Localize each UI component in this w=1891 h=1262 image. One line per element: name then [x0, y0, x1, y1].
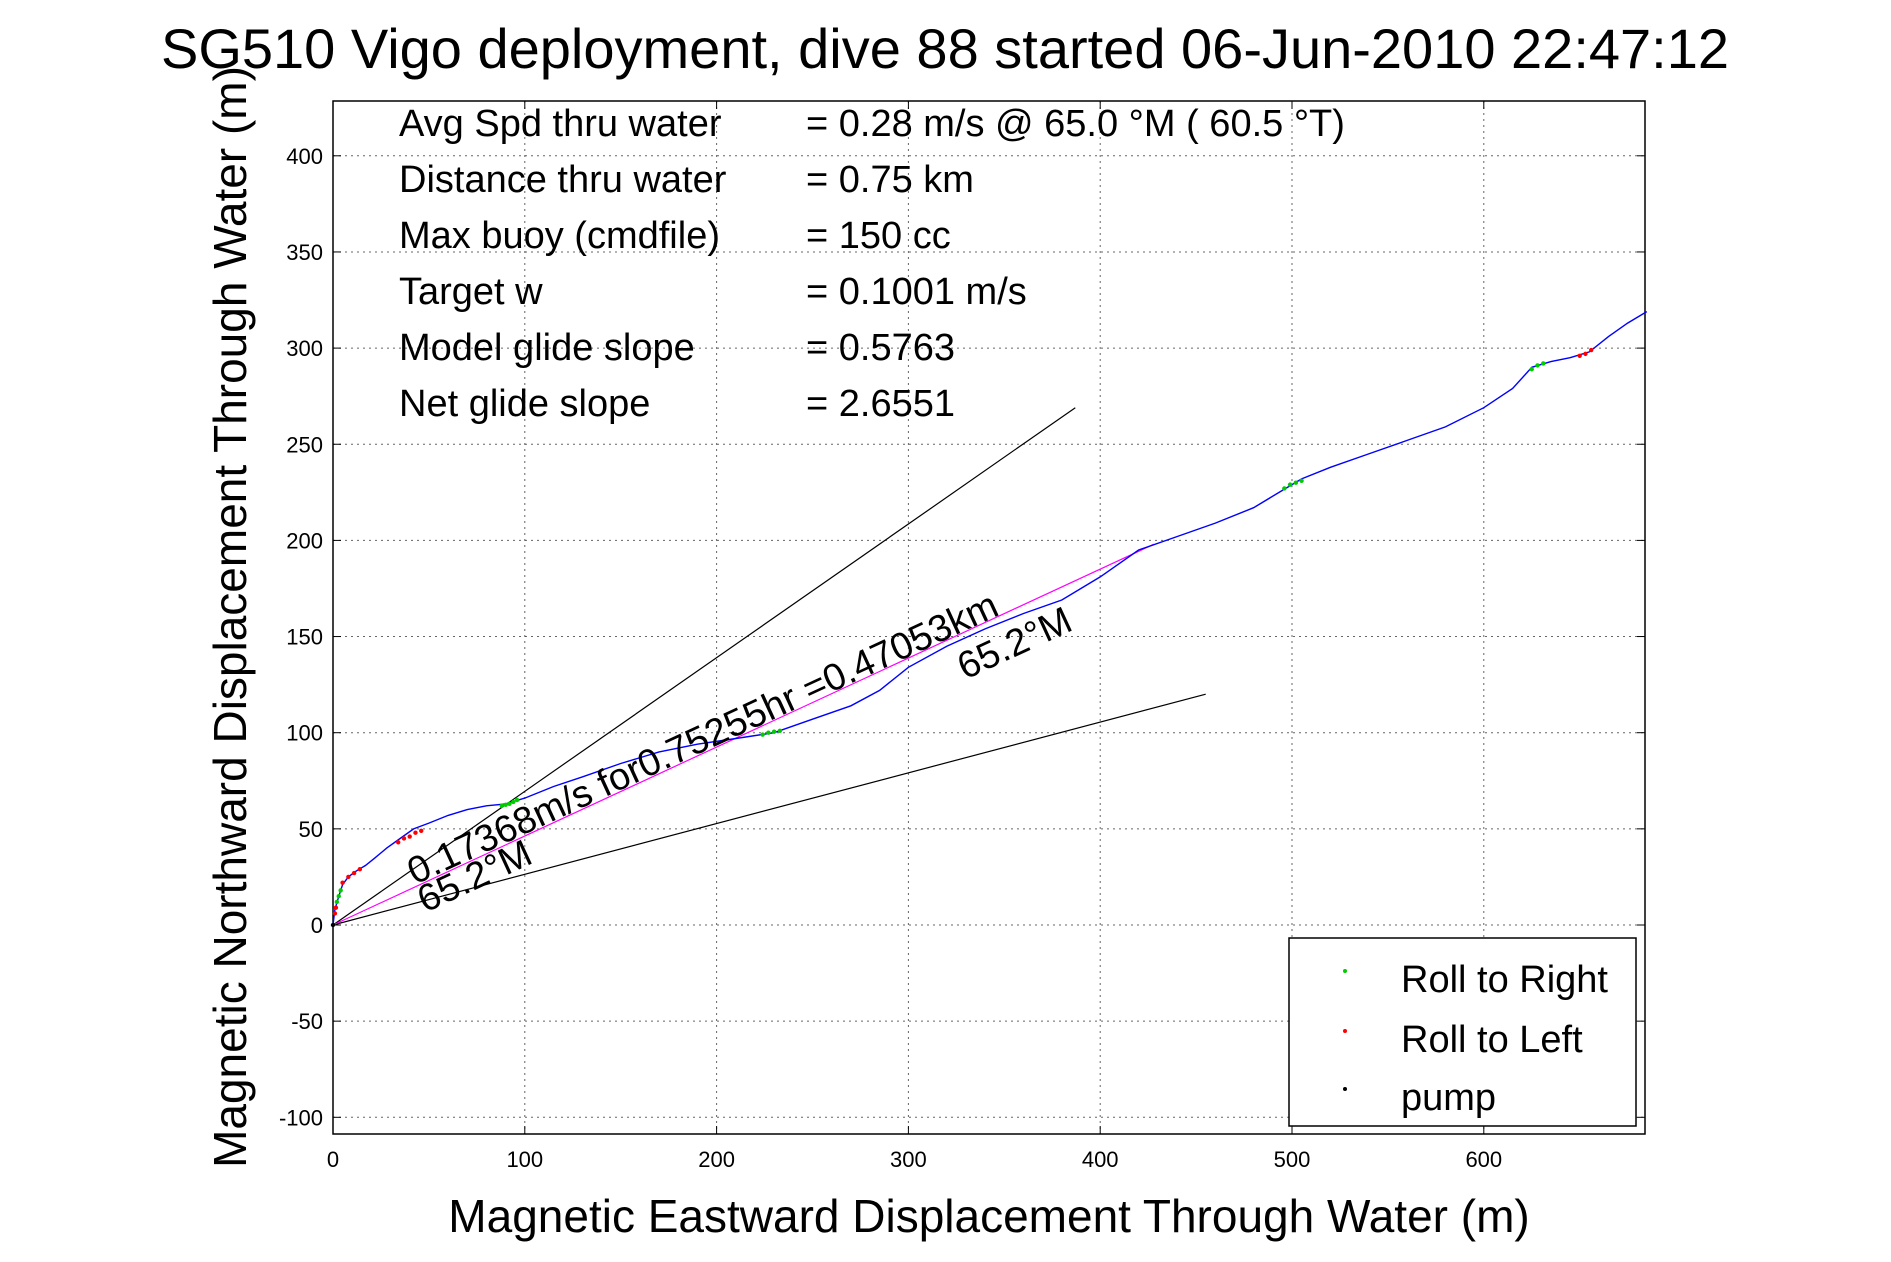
y-tick-label: 100 — [286, 721, 323, 746]
info-value: = 0.28 m/s @ 65.0 °M ( 60.5 °T) — [806, 103, 1345, 145]
legend-marker-roll-right — [1343, 969, 1347, 973]
info-label: Target w — [399, 271, 543, 313]
point-roll-to-right — [1293, 480, 1299, 485]
point-roll-to-right — [511, 799, 516, 805]
axis-ticks: 0 100 200 300 400 500 600 -100 -50 0 50 100 150 200 25… — [279, 101, 1645, 1172]
y-tick-label: 400 — [286, 144, 323, 169]
point-roll-to-right — [514, 797, 520, 803]
info-value: = 0.5763 — [806, 327, 955, 369]
legend-marker-pump — [1343, 1087, 1347, 1091]
info-label: Max buoy (cmdfile) — [399, 215, 720, 257]
point-roll-to-left — [346, 874, 351, 880]
point-roll-to-left — [401, 836, 407, 841]
point-roll-to-right — [338, 888, 343, 893]
point-roll-to-left — [413, 830, 418, 835]
info-value: = 0.1001 m/s — [806, 271, 1027, 313]
point-roll-to-right — [771, 729, 777, 734]
current-line — [332, 543, 1155, 926]
y-tick-label: 0 — [311, 913, 323, 938]
info-label: Net glide slope — [399, 383, 650, 425]
y-tick-label: 200 — [286, 528, 323, 553]
point-roll-to-right — [1299, 478, 1304, 483]
point-roll-to-left — [332, 911, 338, 916]
cone-line-upper — [332, 407, 1076, 926]
x-tick-label: 400 — [1082, 1147, 1119, 1172]
point-roll-to-right — [760, 732, 765, 737]
point-roll-to-left — [340, 880, 345, 885]
y-tick-label: 150 — [286, 625, 323, 650]
cone-line-lower — [332, 693, 1206, 926]
info-label: Avg Spd thru water — [399, 103, 722, 145]
legend-label-pump: pump — [1401, 1077, 1496, 1119]
legend-marker-roll-left — [1343, 1029, 1347, 1033]
point-roll-to-right — [499, 803, 504, 808]
y-axis-label: Magnetic Northward Displacement Through … — [204, 66, 256, 1168]
info-value: = 0.75 km — [806, 159, 974, 201]
point-roll-to-left — [1577, 353, 1582, 358]
point-roll-to-right — [1287, 482, 1293, 487]
point-roll-to-left — [333, 905, 339, 910]
point-roll-to-left — [357, 867, 363, 872]
y-tick-label: -100 — [279, 1105, 323, 1130]
point-roll-to-left — [1583, 351, 1588, 357]
point-roll-to-right — [334, 899, 340, 905]
point-roll-to-left — [419, 828, 424, 833]
info-label: Distance thru water — [399, 159, 727, 201]
point-roll-to-left — [1589, 347, 1594, 353]
info-block: Avg Spd thru water = 0.28 m/s @ 65.0 °M (… — [399, 103, 1345, 425]
legend: Roll to Right Roll to Left pump — [1288, 937, 1637, 1127]
point-roll-to-right — [503, 802, 508, 808]
reference-lines — [332, 310, 1648, 926]
point-roll-to-right — [1535, 363, 1540, 368]
chart-title: SG510 Vigo deployment, dive 88 started 0… — [161, 17, 1729, 80]
legend-label-roll-left: Roll to Left — [1401, 1019, 1583, 1061]
legend-box — [1288, 937, 1637, 1127]
point-roll-to-right — [507, 801, 512, 807]
point-roll-to-left — [396, 840, 401, 845]
point-roll-to-right — [777, 728, 783, 733]
track-line — [332, 310, 1648, 926]
x-tick-label: 500 — [1274, 1147, 1311, 1172]
x-tick-label: 100 — [506, 1147, 543, 1172]
point-pump — [330, 922, 336, 928]
x-axis-label: Magnetic Eastward Displacement Through W… — [448, 1190, 1529, 1242]
info-value: = 150 cc — [806, 215, 951, 257]
point-roll-to-right — [1282, 486, 1287, 491]
point-roll-to-right — [336, 893, 341, 899]
point-roll-to-right — [1529, 367, 1534, 372]
legend-label-roll-right: Roll to Right — [1401, 959, 1608, 1001]
info-label: Model glide slope — [399, 327, 695, 369]
x-tick-label: 200 — [698, 1147, 735, 1172]
point-roll-to-right — [1541, 361, 1546, 366]
y-tick-label: 50 — [299, 817, 323, 842]
y-tick-label: -50 — [291, 1009, 323, 1034]
point-roll-to-left — [351, 870, 357, 876]
point-roll-to-right — [766, 730, 771, 735]
x-tick-label: 0 — [327, 1147, 339, 1172]
x-tick-label: 300 — [890, 1147, 927, 1172]
point-roll-to-left — [407, 834, 412, 839]
y-tick-label: 300 — [286, 336, 323, 361]
info-value: = 2.6551 — [806, 383, 955, 425]
x-tick-label: 600 — [1465, 1147, 1502, 1172]
y-tick-label: 250 — [286, 432, 323, 457]
data-marks — [330, 347, 1594, 928]
y-tick-label: 350 — [286, 240, 323, 265]
